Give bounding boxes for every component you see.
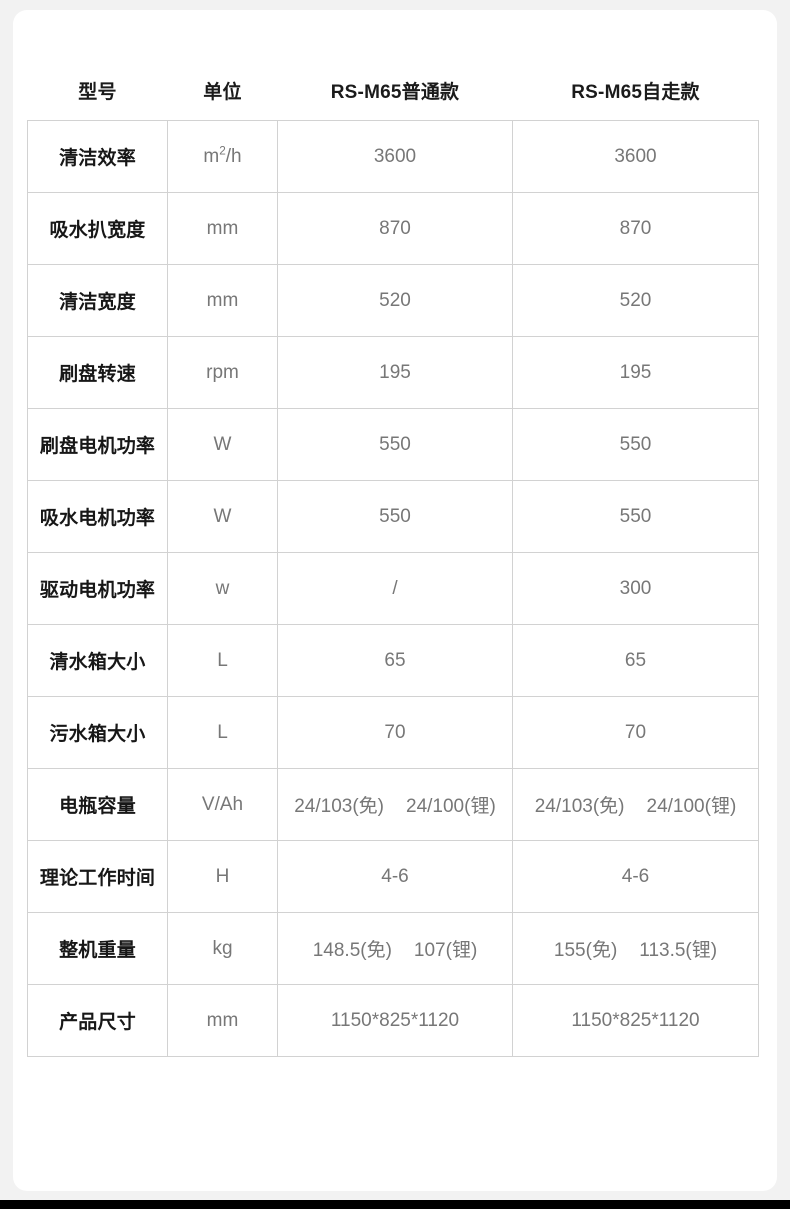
row-label: 污水箱大小: [27, 696, 168, 769]
row-label: 吸水电机功率: [27, 480, 168, 553]
column-header-standard: RS-M65普通款: [330, 82, 460, 103]
cell-standard: 3600: [277, 120, 513, 193]
cell-self-propelled: 4-6: [512, 840, 759, 913]
value-part-a: 155(免): [553, 940, 618, 961]
cell-self-propelled: 1150*825*1120: [512, 984, 759, 1057]
row-label: 清洁效率: [27, 120, 168, 193]
specification-table: 型号 单位 RS-M65普通款 RS-M65自走款 清洁效率 m2/h 3600…: [27, 63, 759, 1057]
value-part-b: 113.5(锂): [639, 940, 718, 961]
cell-standard: 520: [277, 264, 513, 337]
table-header-row: 型号 单位 RS-M65普通款 RS-M65自走款: [28, 63, 759, 121]
cell-self-propelled: 155(免) 113.5(锂): [512, 912, 759, 985]
cell-standard: 870: [277, 192, 513, 265]
value-part-b: 24/100(锂): [646, 796, 737, 817]
cell-self-propelled: 3600: [512, 120, 759, 193]
table-row: 理论工作时间 H 4-6 4-6: [27, 840, 759, 913]
row-unit: W: [167, 480, 278, 553]
row-unit: W: [167, 408, 278, 481]
column-header-model: 型号: [78, 82, 117, 103]
cell-standard: /: [277, 552, 513, 625]
row-unit: V/Ah: [167, 768, 278, 841]
row-unit: kg: [167, 912, 278, 985]
cell-standard: 195: [277, 336, 513, 409]
cell-self-propelled: 520: [512, 264, 759, 337]
value-part-a: 24/103(免): [294, 796, 384, 817]
table-row: 刷盘转速 rpm 195 195: [27, 336, 759, 409]
table-row: 清洁宽度 mm 520 520: [27, 264, 759, 337]
row-label: 产品尺寸: [27, 984, 168, 1057]
row-unit: w: [167, 552, 278, 625]
cell-standard: 70: [277, 696, 513, 769]
row-label: 清水箱大小: [27, 624, 168, 697]
table-header: 型号 单位 RS-M65普通款 RS-M65自走款: [28, 63, 759, 121]
cell-standard: 65: [277, 624, 513, 697]
row-unit: mm: [167, 984, 278, 1057]
table-row: 驱动电机功率 w / 300: [27, 552, 759, 625]
row-label: 吸水扒宽度: [27, 192, 168, 265]
cell-standard: 1150*825*1120: [277, 984, 513, 1057]
cell-standard: 550: [277, 408, 513, 481]
cell-self-propelled: 870: [512, 192, 759, 265]
cell-standard: 148.5(免) 107(锂): [277, 912, 513, 985]
row-label: 电瓶容量: [27, 768, 168, 841]
superscript-two: 2: [219, 144, 226, 158]
table-row: 电瓶容量 V/Ah 24/103(免) 24/100(锂) 24/103(免) 24…: [27, 768, 759, 841]
spec-card: 型号 单位 RS-M65普通款 RS-M65自走款 清洁效率 m2/h 3600…: [13, 10, 777, 1191]
cell-standard: 24/103(免) 24/100(锂): [277, 768, 513, 841]
row-label: 刷盘电机功率: [27, 408, 168, 481]
row-unit: mm: [167, 192, 278, 265]
row-unit: H: [167, 840, 278, 913]
row-unit: m2/h: [167, 120, 278, 193]
row-unit: L: [167, 696, 278, 769]
cell-self-propelled: 550: [512, 480, 759, 553]
cell-self-propelled: 24/103(免) 24/100(锂): [512, 768, 759, 841]
table-row: 清水箱大小 L 65 65: [27, 624, 759, 697]
cell-standard: 550: [277, 480, 513, 553]
value-part-b: 24/100(锂): [406, 796, 496, 817]
row-unit: rpm: [167, 336, 278, 409]
row-label: 刷盘转速: [27, 336, 168, 409]
value-part-a: 24/103(免): [534, 796, 625, 817]
table-row: 整机重量 kg 148.5(免) 107(锂) 155(免) 113.5(锂): [27, 912, 759, 985]
cell-self-propelled: 300: [512, 552, 759, 625]
column-header-unit: 单位: [203, 82, 242, 103]
cell-self-propelled: 70: [512, 696, 759, 769]
row-unit: L: [167, 624, 278, 697]
table-row: 清洁效率 m2/h 3600 3600: [27, 120, 759, 193]
cell-self-propelled: 550: [512, 408, 759, 481]
value-part-a: 148.5(免): [312, 940, 392, 961]
table-row: 刷盘电机功率 W 550 550: [27, 408, 759, 481]
table-row: 污水箱大小 L 70 70: [27, 696, 759, 769]
row-label: 驱动电机功率: [27, 552, 168, 625]
row-label: 理论工作时间: [27, 840, 168, 913]
bottom-black-bar: [0, 1200, 790, 1209]
column-header-self-propelled: RS-M65自走款: [571, 82, 700, 103]
table-row: 产品尺寸 mm 1150*825*1120 1150*825*1120: [27, 984, 759, 1057]
table-body: 清洁效率 m2/h 3600 3600 吸水扒宽度 mm 870 870 清洁宽…: [27, 120, 759, 1057]
row-label: 整机重量: [27, 912, 168, 985]
row-label: 清洁宽度: [27, 264, 168, 337]
table-row: 吸水扒宽度 mm 870 870: [27, 192, 759, 265]
cell-standard: 4-6: [277, 840, 513, 913]
row-unit: mm: [167, 264, 278, 337]
cell-self-propelled: 195: [512, 336, 759, 409]
cell-self-propelled: 65: [512, 624, 759, 697]
table-row: 吸水电机功率 W 550 550: [27, 480, 759, 553]
value-part-b: 107(锂): [413, 940, 478, 961]
